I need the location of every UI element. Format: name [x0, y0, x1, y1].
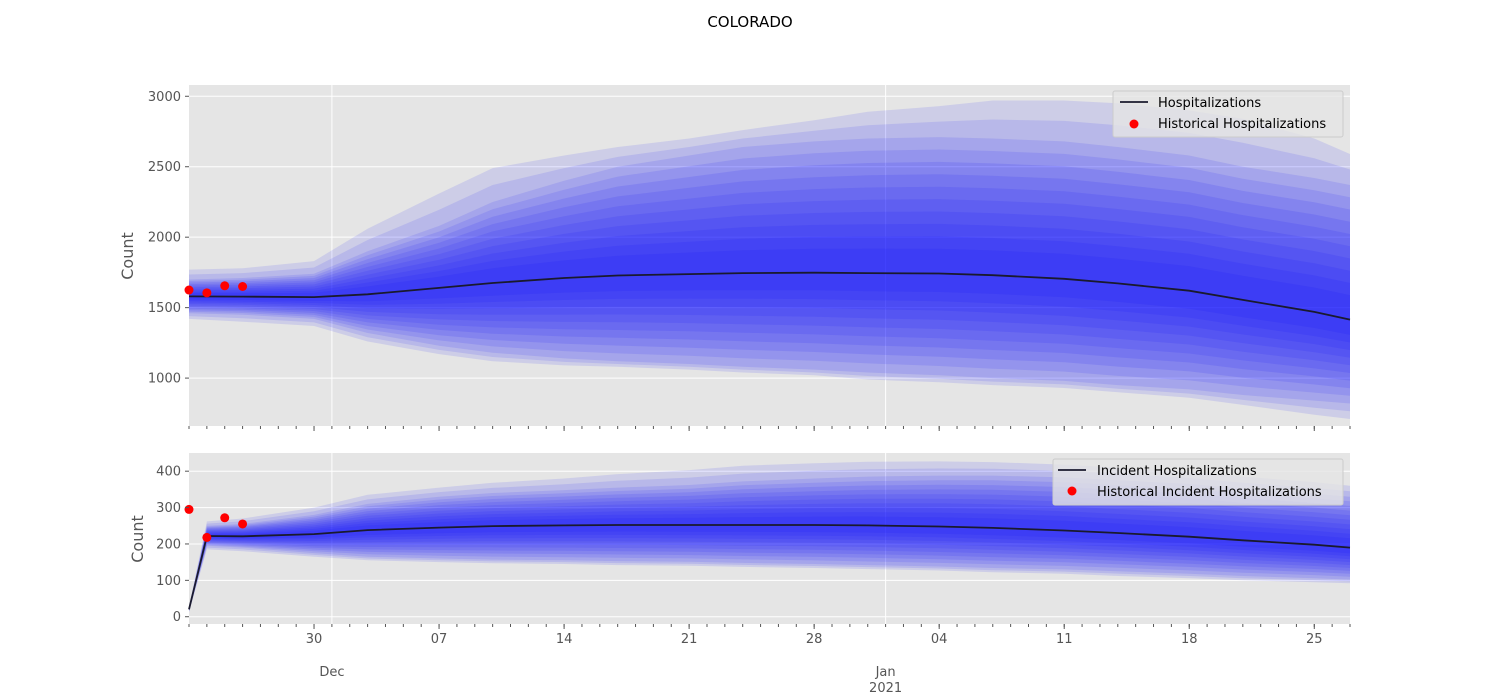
x-tick-label: 07 [431, 632, 448, 647]
incident-median-line [188, 524, 1351, 610]
legend-box [1112, 90, 1344, 138]
historical-hospitalizations-points [184, 281, 248, 298]
uncertainty-band [189, 119, 1350, 412]
uncertainty-band [189, 137, 1350, 404]
uncertainty-band [189, 494, 1350, 611]
uncertainty-band [189, 248, 1350, 335]
historical-point [220, 281, 230, 291]
uncertainty-band [189, 161, 1350, 389]
x-tick-label: 21 [681, 632, 698, 647]
hospitalizations-y-label: Count [118, 232, 137, 280]
x-tick-label: 25 [1306, 632, 1323, 647]
incident-legend: Incident Hospitalizations Historical Inc… [1052, 458, 1344, 506]
y-tick-label: 2500 [148, 160, 181, 175]
legend-dot-marker [1129, 119, 1139, 129]
legend-box [1052, 458, 1344, 506]
hospitalizations-grid [189, 85, 1350, 426]
x-tick-label: 04 [931, 632, 948, 647]
uncertainty-band [189, 174, 1350, 381]
historical-point [202, 288, 212, 298]
incident-x-ticks [188, 624, 1351, 629]
historical-point [184, 285, 194, 295]
uncertainty-band [189, 199, 1350, 366]
x-tick-label: 11 [1056, 632, 1073, 647]
legend-label-hospitalizations: Hospitalizations [1158, 96, 1261, 111]
hospitalizations-y-ticks: 1000 1500 2000 2500 3000 [148, 90, 189, 387]
legend-label-incident-hospitalizations: Incident Hospitalizations [1097, 464, 1257, 479]
y-tick-label: 1000 [148, 372, 181, 387]
uncertainty-band [189, 475, 1350, 612]
chart-title: COLORADO [707, 13, 792, 31]
uncertainty-band [189, 186, 1350, 373]
uncertainty-band [189, 507, 1350, 611]
historical-point [184, 504, 194, 514]
month-label: Jan [875, 665, 896, 680]
hospitalizations-plot-area [189, 85, 1350, 426]
month-label: Dec [319, 665, 344, 680]
y-tick-label: 200 [156, 537, 181, 552]
uncertainty-band [189, 512, 1350, 610]
x-tick-label: 14 [556, 632, 573, 647]
incident-uncertainty-bands [189, 461, 1350, 613]
y-tick-label: 400 [156, 465, 181, 480]
historical-incident-points [184, 504, 248, 542]
y-tick-label: 2000 [148, 231, 181, 246]
y-tick-label: 1500 [148, 301, 181, 316]
y-tick-label: 3000 [148, 90, 181, 105]
hospitalizations-legend: Hospitalizations Historical Hospitalizat… [1112, 90, 1344, 138]
historical-point [220, 513, 230, 523]
legend-label-historical-hospitalizations: Historical Hospitalizations [1158, 117, 1326, 132]
x-tick-label: 18 [1181, 632, 1198, 647]
y-tick-label: 300 [156, 501, 181, 516]
x-tick-label: 30 [306, 632, 323, 647]
y-tick-label: 100 [156, 574, 181, 589]
legend-dot-marker [1067, 486, 1077, 496]
y-tick-label: 0 [173, 610, 181, 625]
x-tick-label: 28 [806, 632, 823, 647]
uncertainty-band [189, 480, 1350, 612]
uncertainty-band [189, 489, 1350, 611]
hospitalizations-x-ticks [188, 426, 1351, 431]
uncertainty-band [189, 484, 1350, 611]
hospitalizations-median-line [188, 271, 1351, 321]
legend-label-historical-incident: Historical Incident Hospitalizations [1097, 485, 1322, 500]
hospitalizations-panel: 1000 1500 2000 2500 3000 Count Hospitalizati… [118, 85, 1351, 431]
uncertainty-band [189, 223, 1350, 351]
historical-point [238, 282, 248, 291]
historical-point [202, 532, 212, 542]
uncertainty-band [189, 236, 1350, 343]
hospitalizations-uncertainty-bands [189, 100, 1350, 419]
incident-y-ticks: 0 100 200 300 400 [156, 465, 189, 625]
historical-point [238, 519, 248, 529]
uncertainty-band [189, 100, 1350, 419]
incident-hospitalizations-panel: 0 100 200 300 400 Count Incident Hospitaliza… [128, 453, 1351, 629]
uncertainty-band [189, 211, 1350, 358]
incident-y-label: Count [128, 515, 147, 563]
year-label: 2021 [869, 681, 902, 696]
